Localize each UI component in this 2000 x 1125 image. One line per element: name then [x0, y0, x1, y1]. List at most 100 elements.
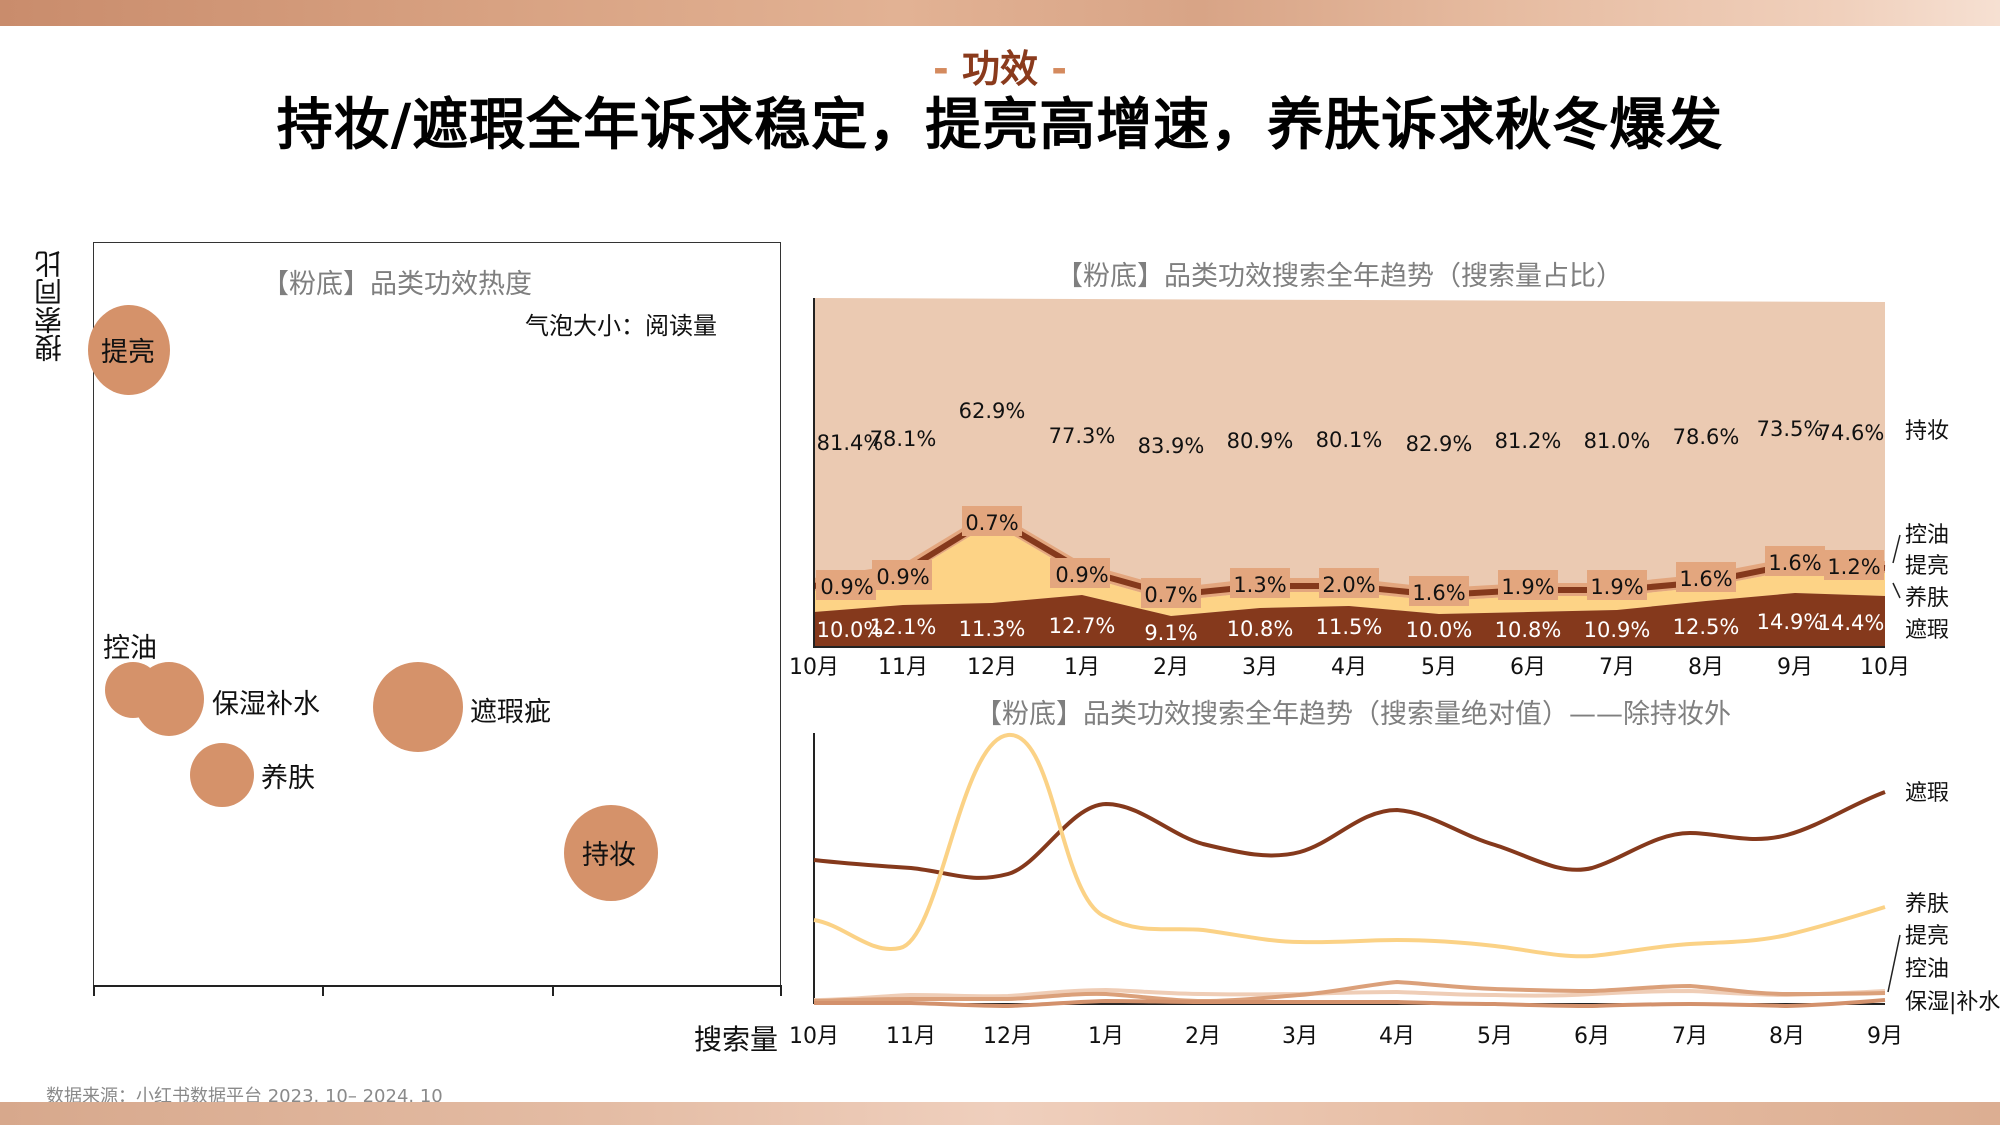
svg-text:7月: 7月 [1672, 1024, 1708, 1049]
x-tick [780, 985, 782, 996]
svg-text:78.6%: 78.6% [1673, 425, 1740, 449]
svg-text:1.6%: 1.6% [1412, 581, 1465, 605]
legend-leader [1887, 934, 1901, 993]
line-tiliang [813, 979, 1886, 1004]
svg-text:提亮: 提亮 [1905, 924, 1949, 949]
bubble-x-axis-label: 搜索量 [694, 1023, 779, 1056]
svg-text:遮瑕: 遮瑕 [1905, 618, 1949, 643]
svg-text:10月: 10月 [1860, 655, 1910, 680]
bubble-label-zhexia: 遮瑕疵 [470, 697, 551, 728]
line-legend: 遮瑕 养肤 提亮 控油 保湿|补水 [1905, 781, 2000, 1015]
bottom-decorative-band [0, 1102, 2000, 1125]
line-zhexia [813, 790, 1886, 880]
svg-text:遮瑕: 遮瑕 [1905, 781, 1949, 806]
svg-text:控油: 控油 [1905, 523, 1949, 548]
svg-text:12.1%: 12.1% [870, 615, 937, 639]
bubble-baoshi [134, 662, 204, 736]
svg-text:10.0%: 10.0% [817, 618, 884, 642]
kicker-text: 功效 [961, 47, 1038, 91]
kicker-dash-right: - [1051, 47, 1068, 91]
svg-text:10.8%: 10.8% [1227, 617, 1294, 641]
svg-text:1月: 1月 [1088, 1024, 1124, 1049]
svg-text:0.7%: 0.7% [965, 511, 1018, 535]
kicker-dash-left: - [932, 47, 949, 91]
line-month-labels: 10月 11月 12月 1月 2月 3月 4月 5月 6月 7月 8月 9月 [789, 1024, 1903, 1049]
tiliang-labels: 0.9% 0.9% 0.7% 0.9% 0.7% 1.3% 2.0% 1.6% … [820, 511, 1880, 607]
svg-text:2.0%: 2.0% [1322, 573, 1375, 597]
svg-text:83.9%: 83.9% [1138, 434, 1205, 458]
svg-text:12.7%: 12.7% [1049, 614, 1116, 638]
svg-text:74.6%: 74.6% [1818, 421, 1885, 445]
svg-text:11月: 11月 [886, 1024, 936, 1049]
svg-text:4月: 4月 [1379, 1024, 1415, 1049]
svg-text:1月: 1月 [1064, 655, 1100, 680]
svg-text:12.5%: 12.5% [1673, 615, 1740, 639]
svg-text:5月: 5月 [1421, 655, 1457, 680]
zhexia-labels: 10.0% 12.1% 11.3% 12.7% 9.1% 10.8% 11.5%… [817, 610, 1885, 645]
svg-text:10月: 10月 [789, 1024, 839, 1049]
svg-text:14.9%: 14.9% [1757, 610, 1824, 634]
x-tick [552, 985, 554, 996]
svg-text:10.8%: 10.8% [1495, 618, 1562, 642]
bubble-tiliang [88, 305, 170, 395]
svg-text:3月: 3月 [1282, 1024, 1318, 1049]
svg-text:养肤: 养肤 [1905, 892, 1949, 917]
bubble-size-note: 气泡大小：阅读量 [525, 312, 717, 340]
svg-text:1.6%: 1.6% [1768, 551, 1821, 575]
svg-text:10.9%: 10.9% [1584, 618, 1651, 642]
chizhuang-labels: 81.4% 78.1% 62.9% 77.3% 83.9% 80.9% 80.1… [817, 399, 1885, 458]
svg-text:81.4%: 81.4% [817, 431, 884, 455]
svg-text:10月: 10月 [789, 655, 839, 680]
svg-text:9月: 9月 [1777, 655, 1813, 680]
data-source-note: 数据来源：小红书数据平台 2023. 10– 2024. 10 [46, 1086, 443, 1107]
line-kongyou [813, 987, 1886, 1002]
svg-text:1.9%: 1.9% [1590, 575, 1643, 599]
area-chart-title: 【粉底】品类功效搜索全年趋势（搜索量占比） [1056, 261, 1623, 292]
svg-text:80.1%: 80.1% [1316, 428, 1383, 452]
svg-text:6月: 6月 [1510, 655, 1546, 680]
svg-text:81.0%: 81.0% [1584, 429, 1651, 453]
legend-leader [1892, 582, 1901, 599]
svg-text:7月: 7月 [1599, 655, 1635, 680]
area-zhexia [814, 593, 1885, 647]
svg-text:11.5%: 11.5% [1316, 615, 1383, 639]
svg-text:5月: 5月 [1477, 1024, 1513, 1049]
svg-text:2月: 2月 [1185, 1024, 1221, 1049]
bubble-label-kongyou: 控油 [103, 633, 157, 664]
svg-text:73.5%: 73.5% [1757, 417, 1824, 441]
tiliang-label-boxes [816, 506, 1884, 608]
svg-text:81.2%: 81.2% [1495, 429, 1562, 453]
x-tick [93, 985, 95, 996]
area-legend: 持妆 控油 提亮 养肤 遮瑕 [1905, 419, 1949, 643]
svg-text:养肤: 养肤 [1905, 586, 1949, 611]
svg-text:4月: 4月 [1331, 655, 1367, 680]
svg-text:10.0%: 10.0% [1406, 618, 1473, 642]
top-decorative-band [0, 0, 2000, 26]
x-tick [322, 985, 324, 996]
bubble-label-tiliang: 提亮 [101, 337, 155, 368]
svg-text:62.9%: 62.9% [959, 399, 1026, 423]
svg-text:1.3%: 1.3% [1233, 573, 1286, 597]
svg-text:8月: 8月 [1688, 655, 1724, 680]
bubble-yangfu [190, 743, 254, 807]
svg-text:0.7%: 0.7% [1144, 583, 1197, 607]
bubble-chizhuang [564, 805, 658, 901]
svg-text:6月: 6月 [1574, 1024, 1610, 1049]
bubble-chart-title: 【粉底】品类功效热度 [262, 269, 532, 300]
svg-text:1.6%: 1.6% [1679, 567, 1732, 591]
svg-text:8月: 8月 [1769, 1024, 1805, 1049]
svg-text:提亮: 提亮 [1905, 554, 1949, 579]
svg-text:12月: 12月 [983, 1024, 1033, 1049]
area-month-labels: 10月 11月 12月 1月 2月 3月 4月 5月 6月 7月 8月 9月 1… [789, 655, 1910, 680]
bubble-zhexia [373, 662, 463, 752]
svg-text:80.9%: 80.9% [1227, 429, 1294, 453]
svg-text:0.9%: 0.9% [820, 575, 873, 599]
svg-text:9月: 9月 [1867, 1024, 1903, 1049]
svg-text:1.9%: 1.9% [1501, 575, 1554, 599]
bubble-x-axis [93, 985, 782, 987]
area-yangfu [814, 523, 1885, 616]
svg-text:1.2%: 1.2% [1827, 555, 1880, 579]
svg-text:0.9%: 0.9% [1055, 563, 1108, 587]
line-baoshi [814, 998, 1886, 1009]
